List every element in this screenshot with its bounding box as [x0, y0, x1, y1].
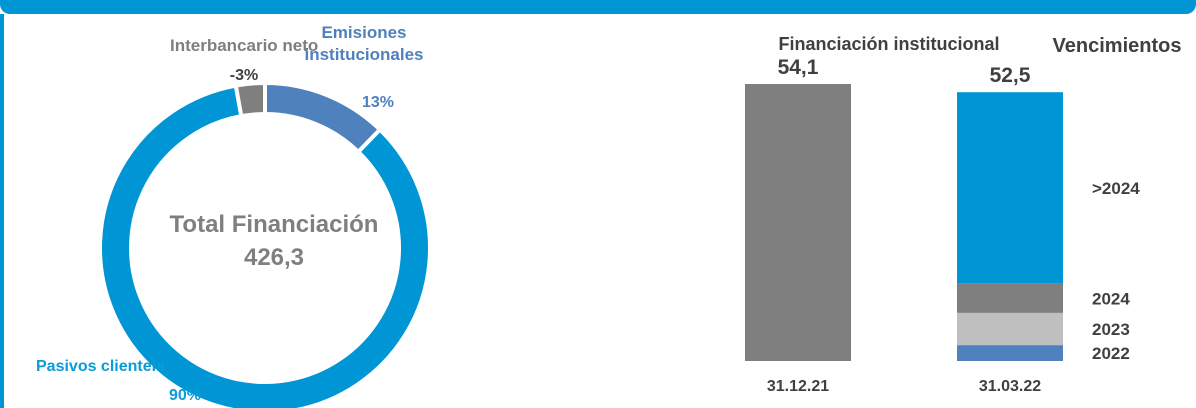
bar-total-label: 52,5 [990, 64, 1031, 87]
bar-segment-2023-1 [957, 312, 1063, 346]
slice-label-interbancario: Interbancario neto [170, 36, 318, 55]
legend-label-2022: 2022 [1092, 344, 1130, 363]
slice-pasivos [98, 83, 432, 408]
top-banner-bar [0, 0, 1196, 14]
legend-label-gt2024: >2024 [1092, 179, 1140, 198]
bar-segment-2024-1 [957, 283, 1063, 313]
bar-segment-total-0 [745, 84, 851, 361]
slice-value-emisiones: 13% [362, 94, 394, 111]
legend-title: Vencimientos [1053, 35, 1182, 57]
category-label: 31.03.22 [979, 378, 1041, 395]
donut-center-value: 426,3 [244, 244, 304, 271]
donut-center-title: Total Financiación [170, 211, 379, 238]
slice-value-pasivos: 90% [169, 387, 201, 404]
stacked-bar-chart: 54,1 31.12.21 2022 2023 2024 >2024 52,5 31.03.2… [745, 56, 1140, 395]
donut-chart [98, 80, 432, 408]
legend-label-2024: 2024 [1092, 289, 1130, 308]
slice-value-interbancario: -3% [230, 67, 258, 84]
slice-label-pasivos: Pasivos clientela [36, 358, 165, 375]
bar-segment-2022-1 [957, 345, 1063, 361]
bar-chart-title: Financiación institucional [778, 34, 999, 54]
bar-segment-gt2024-1 [957, 92, 1063, 284]
slice-interbancario [233, 80, 267, 119]
bar-total-label: 54,1 [778, 56, 819, 79]
category-label: 31.12.21 [767, 378, 829, 395]
slice-label-emisiones: Emisiones institucionales [304, 23, 423, 64]
left-border [0, 14, 4, 408]
legend-label-2023: 2023 [1092, 320, 1130, 339]
